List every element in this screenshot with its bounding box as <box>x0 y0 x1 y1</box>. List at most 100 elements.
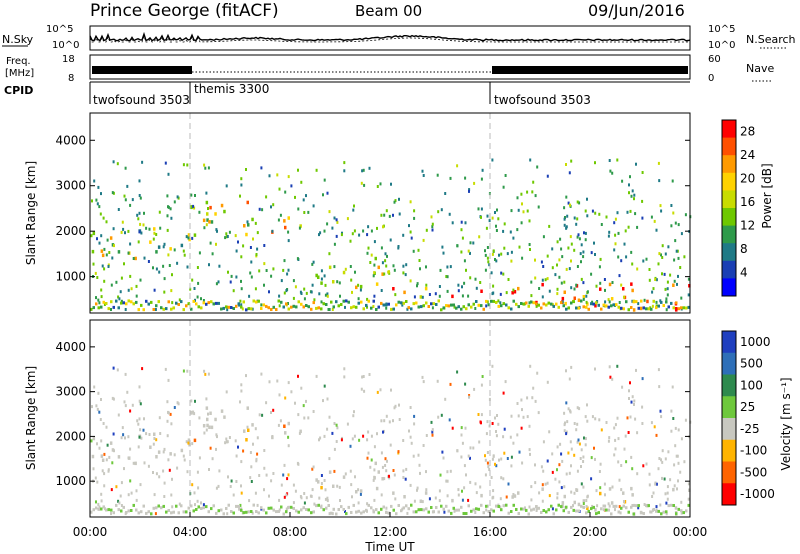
velocity-cell <box>596 504 599 508</box>
velocity-cell <box>160 506 163 510</box>
velocity-cell <box>657 509 660 513</box>
power-cell <box>254 287 257 291</box>
velocity-cell <box>531 396 534 400</box>
power-cell <box>263 244 266 247</box>
velocity-cell <box>500 508 503 512</box>
power-cell <box>94 271 97 275</box>
power-cell <box>627 308 630 312</box>
velocity-cell <box>582 460 585 463</box>
power-cell <box>428 293 431 296</box>
velocity-cell <box>111 396 114 400</box>
velocity-cell <box>640 511 643 515</box>
velocity-cell <box>486 461 489 465</box>
velocity-cell <box>633 503 636 507</box>
power-cell <box>457 305 460 309</box>
power-cell <box>541 278 544 282</box>
power-cell <box>506 252 509 256</box>
velocity-cell <box>115 503 118 507</box>
velocity-cell <box>422 444 425 447</box>
velocity-cell <box>607 508 610 512</box>
velocity-cell <box>326 499 329 503</box>
power-cell <box>394 199 397 203</box>
velocity-cell <box>105 425 108 429</box>
velocity-cell <box>425 434 428 437</box>
power-cell <box>186 265 189 269</box>
velocity-cell <box>675 512 678 516</box>
velocity-cell <box>530 498 533 502</box>
power-cell <box>243 224 246 228</box>
velocity-cell <box>318 438 320 442</box>
velocity-cell <box>333 422 336 425</box>
velocity-cell <box>247 428 250 432</box>
velocity-cell <box>648 472 651 476</box>
noise-tick-low-right: 10^0 <box>708 40 735 51</box>
power-cell <box>467 303 470 307</box>
freq-panel-frame <box>89 54 691 80</box>
power-cell <box>357 283 360 287</box>
power-cell <box>345 299 348 303</box>
power-cell <box>282 268 285 272</box>
velocity-cell <box>495 504 498 508</box>
power-cell <box>124 308 127 311</box>
power-cell <box>580 277 583 281</box>
power-cell <box>343 169 346 173</box>
power-cell <box>277 218 280 222</box>
power-cell <box>398 212 401 216</box>
power-cell <box>245 168 247 171</box>
power-cell <box>655 304 658 308</box>
power-cell <box>526 209 529 213</box>
velocity-cell <box>402 439 405 442</box>
power-cell <box>285 302 288 306</box>
velocity-cell <box>177 511 180 515</box>
power-cell <box>148 227 151 231</box>
power-cell <box>576 235 579 239</box>
power-cell <box>166 228 169 232</box>
velocity-cell <box>595 489 598 493</box>
power-cell <box>640 299 643 303</box>
velocity-cell <box>211 457 214 461</box>
power-cell <box>475 286 478 290</box>
power-cell <box>276 173 279 177</box>
power-cell <box>360 300 363 304</box>
power-cell <box>599 287 602 291</box>
velocity-cell <box>159 432 162 435</box>
power-cell <box>119 290 122 294</box>
ytick-label: 2000 <box>55 224 86 238</box>
velocity-cell <box>343 375 346 379</box>
power-cell <box>284 190 287 194</box>
power-cell <box>462 305 465 309</box>
velocity-cell <box>608 487 612 491</box>
power-cell <box>577 233 580 237</box>
power-cell <box>531 190 534 194</box>
noise-panel-frame <box>89 25 691 51</box>
power-cell <box>129 203 132 207</box>
power-cell <box>208 263 210 267</box>
power-cell <box>165 307 168 311</box>
velocity-cell <box>222 512 225 516</box>
power-cell <box>500 304 503 308</box>
velocity-cell <box>494 462 496 466</box>
beam-label: Beam 00 <box>355 2 422 20</box>
power-cell <box>157 300 160 304</box>
velocity-cell <box>486 420 489 424</box>
power-cell <box>326 222 329 226</box>
power-cell <box>112 191 115 195</box>
power-cell <box>310 307 313 311</box>
velocity-cell <box>147 510 150 514</box>
velocity-cell <box>607 502 610 506</box>
velocity-cell <box>312 410 315 413</box>
velocity-cell <box>286 477 289 481</box>
power-cell <box>465 307 468 311</box>
power-cell <box>182 163 185 167</box>
power-cell <box>335 218 338 222</box>
power-cell <box>604 288 606 292</box>
power-cell <box>422 304 425 308</box>
power-cell <box>620 306 623 310</box>
velocity-cell <box>683 460 686 464</box>
velocity-cell <box>585 505 588 508</box>
velocity-cell <box>682 511 685 515</box>
velocity-cell <box>392 491 395 495</box>
power-cell <box>303 287 306 291</box>
power-cell <box>256 231 259 235</box>
power-cell <box>673 279 676 283</box>
